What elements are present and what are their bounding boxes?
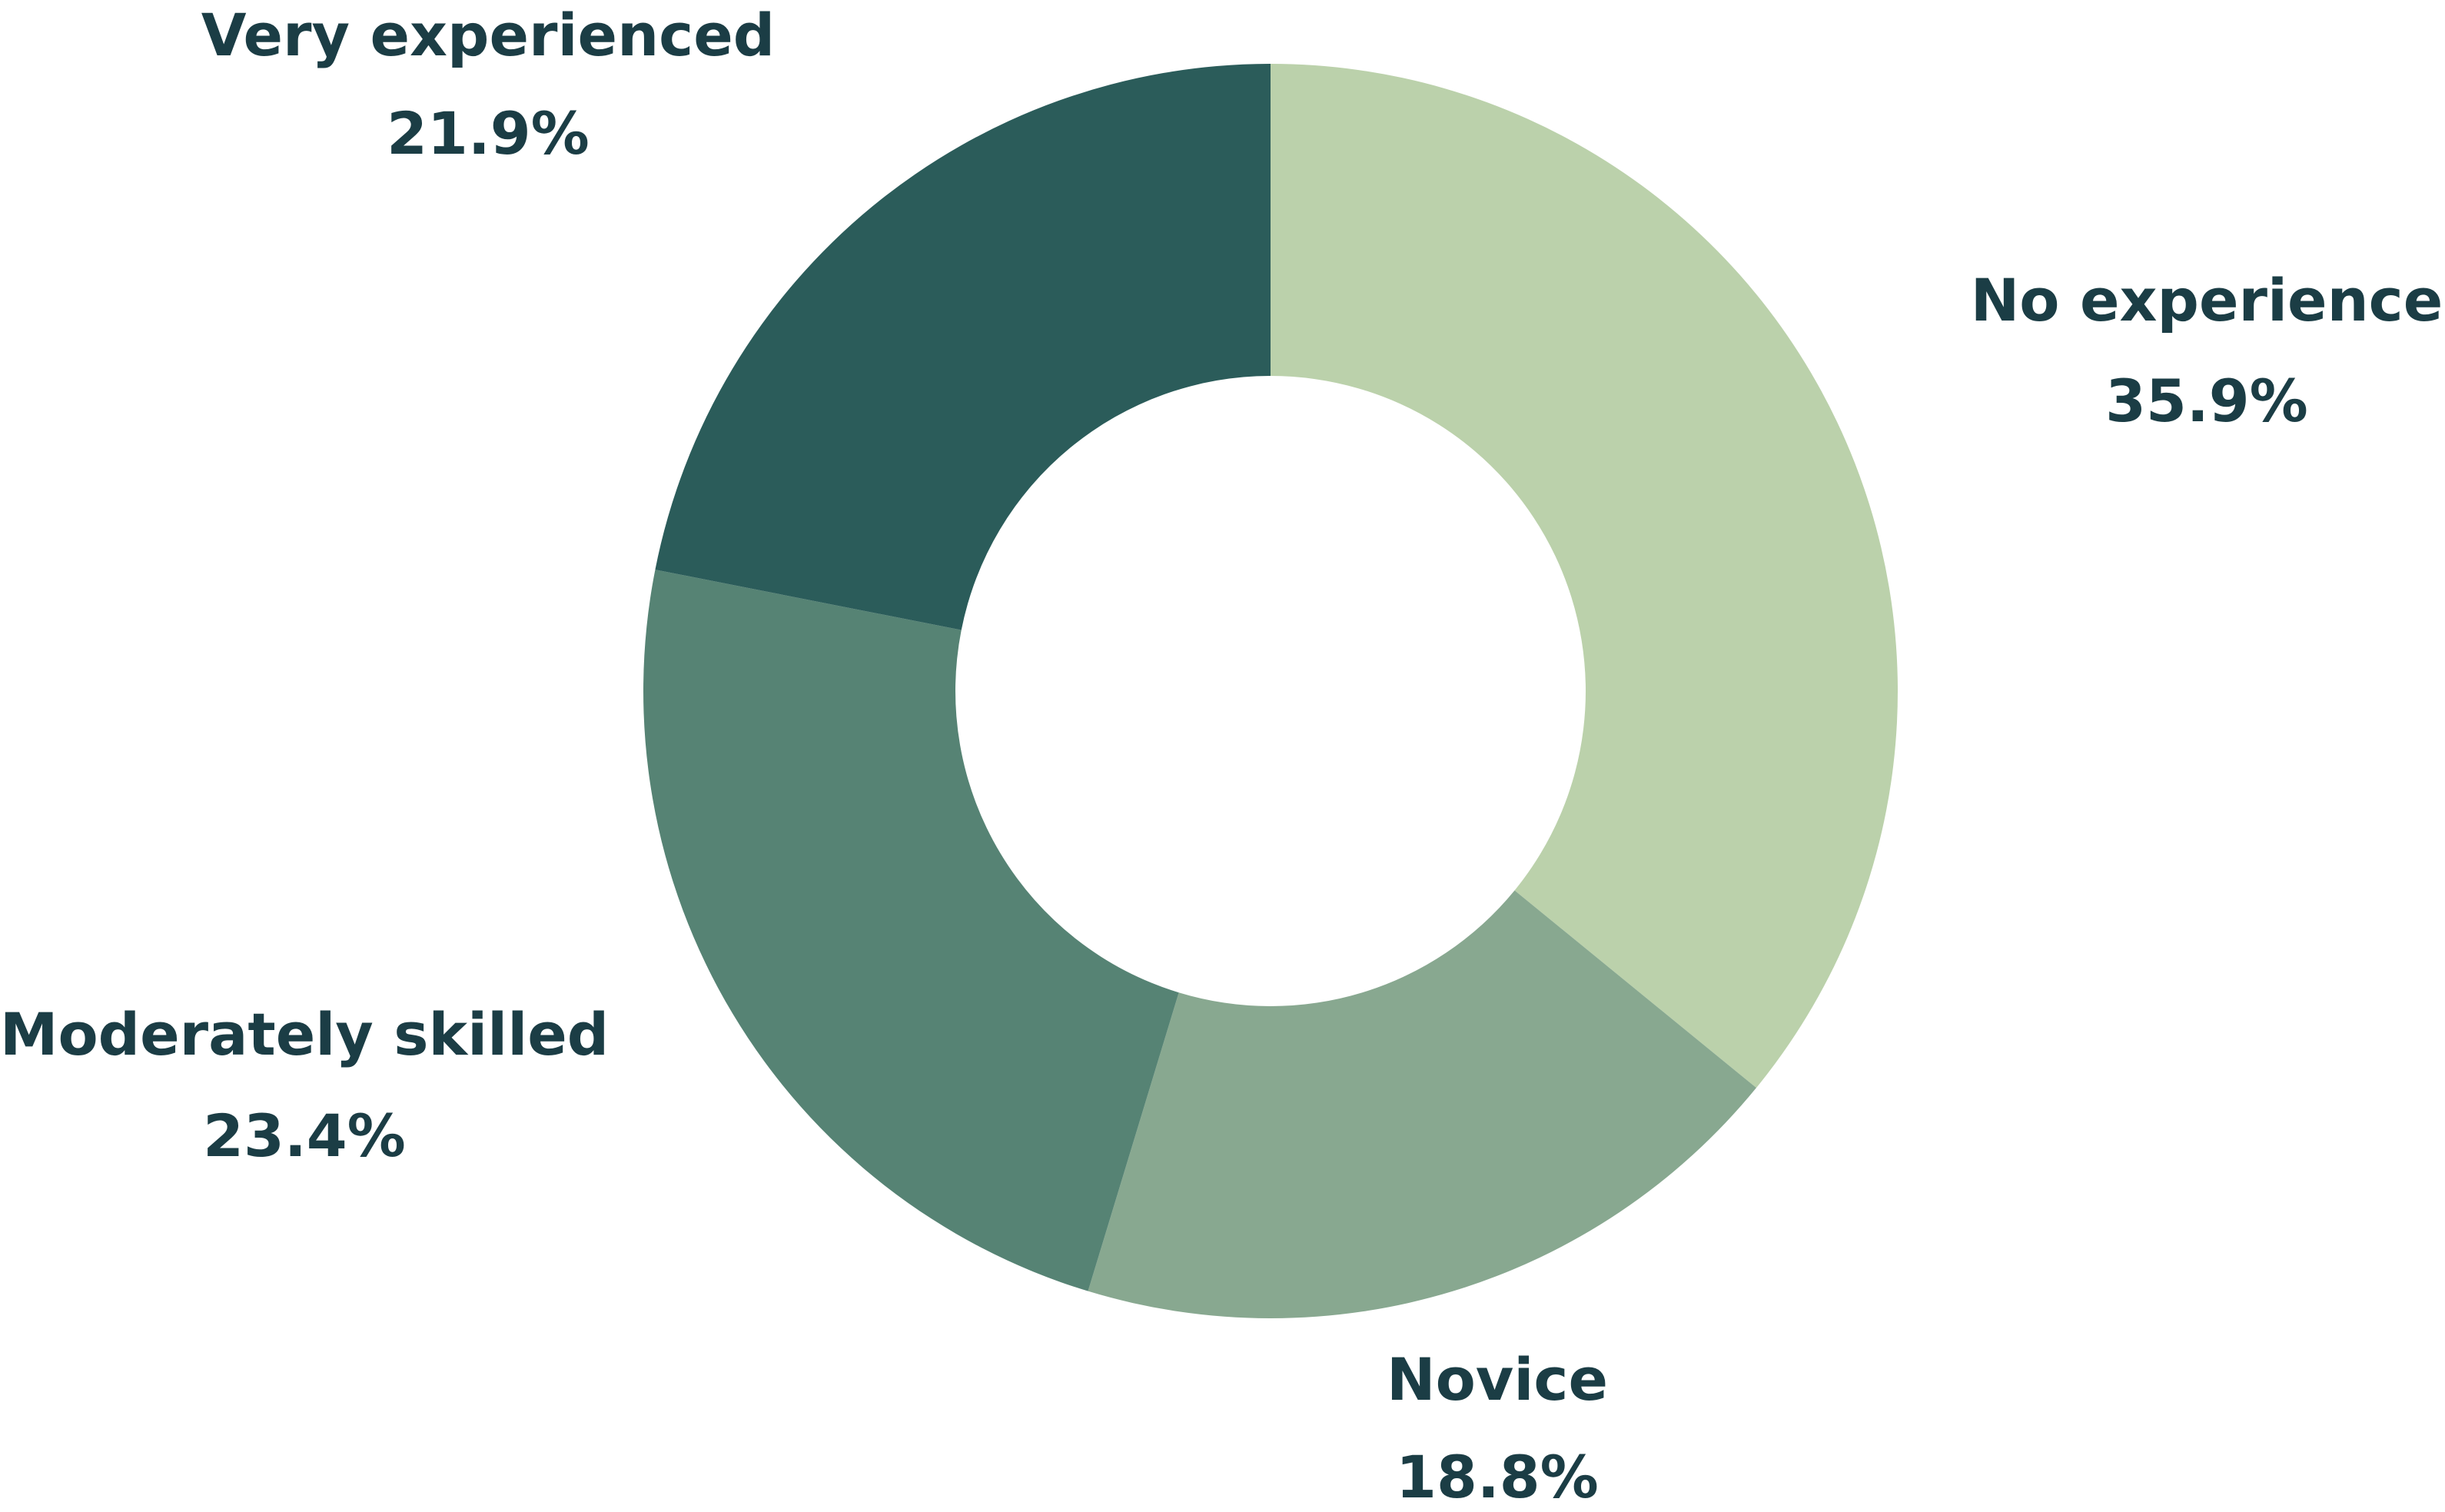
donut-slice [655,64,1271,630]
slice-value-label: 21.9% [387,99,590,168]
slice-value-label: 35.9% [2105,367,2308,435]
donut-slice [1271,64,1898,1088]
slice-label: No experience [1971,266,2443,334]
slice-label: Very experienced [201,1,775,69]
slice-label: Novice [1387,1345,1608,1414]
slice-label: Moderately skilled [0,1000,609,1068]
donut-slice [643,570,1179,1291]
donut-slice [1088,890,1756,1318]
slice-value-label: 23.4% [203,1102,406,1170]
slice-value-label: 18.8% [1396,1443,1599,1511]
